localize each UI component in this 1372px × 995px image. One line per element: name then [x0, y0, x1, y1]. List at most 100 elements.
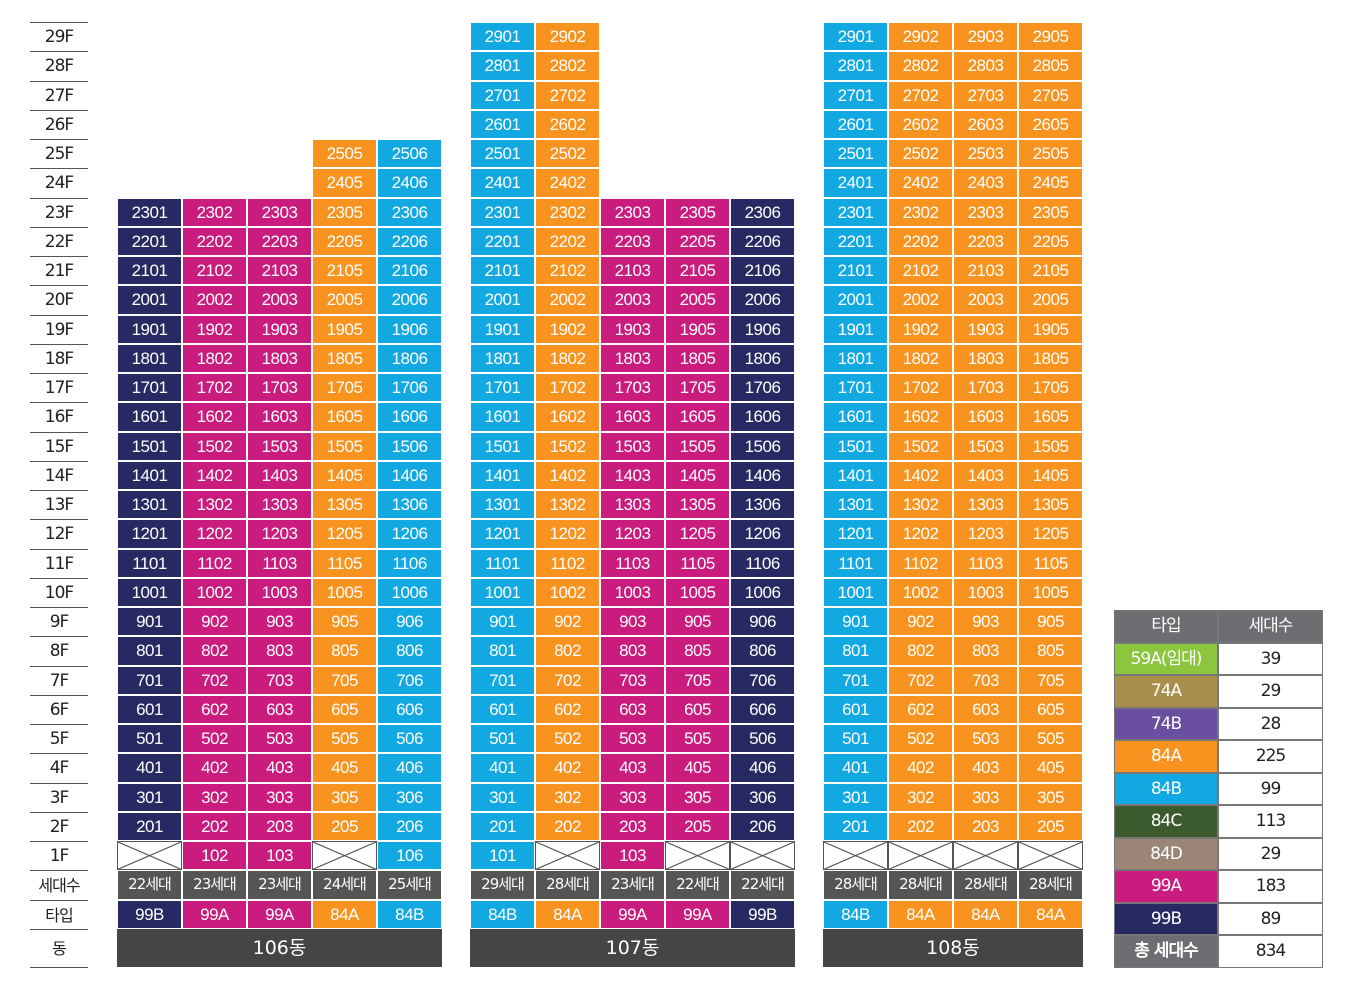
unit-cell[interactable]: 505 — [312, 724, 377, 754]
unit-cell[interactable]: 2102 — [535, 256, 600, 286]
unit-cell[interactable]: 603 — [600, 694, 665, 724]
unit-cell[interactable]: 705 — [1018, 665, 1083, 695]
unit-cell[interactable]: 402 — [535, 753, 600, 783]
unit-cell[interactable]: 1405 — [1018, 460, 1083, 490]
unit-cell[interactable]: 306 — [377, 782, 442, 812]
unit-cell[interactable]: 1202 — [182, 519, 247, 549]
unit-cell[interactable]: 1401 — [470, 460, 535, 490]
unit-cell[interactable]: 1401 — [823, 460, 888, 490]
unit-cell[interactable]: 903 — [600, 607, 665, 637]
unit-cell[interactable]: 806 — [730, 636, 795, 666]
unit-cell[interactable]: 2701 — [823, 80, 888, 110]
unit-cell[interactable]: 503 — [953, 724, 1018, 754]
unit-cell[interactable]: 303 — [600, 782, 665, 812]
unit-cell[interactable]: 405 — [312, 753, 377, 783]
unit-cell[interactable]: 403 — [953, 753, 1018, 783]
unit-cell[interactable]: 2303 — [953, 197, 1018, 227]
unit-cell[interactable]: 2902 — [888, 22, 953, 52]
unit-cell[interactable]: 2201 — [470, 226, 535, 256]
unit-cell[interactable]: 1505 — [312, 431, 377, 461]
unit-cell[interactable]: 2402 — [535, 168, 600, 198]
unit-cell[interactable]: 905 — [312, 607, 377, 637]
unit-cell[interactable]: 1701 — [117, 373, 182, 403]
unit-cell[interactable]: 1602 — [182, 402, 247, 432]
unit-cell[interactable]: 1303 — [600, 490, 665, 520]
unit-cell[interactable]: 2002 — [535, 285, 600, 315]
unit-cell[interactable]: 2202 — [888, 226, 953, 256]
unit-cell[interactable]: 1305 — [665, 490, 730, 520]
unit-cell[interactable]: 106 — [377, 841, 442, 871]
unit-cell[interactable]: 1601 — [470, 402, 535, 432]
unit-cell[interactable]: 1103 — [953, 548, 1018, 578]
unit-cell[interactable]: 1805 — [312, 343, 377, 373]
unit-cell[interactable]: 1905 — [1018, 314, 1083, 344]
unit-cell[interactable]: 2501 — [823, 139, 888, 169]
unit-cell[interactable]: 1001 — [470, 577, 535, 607]
unit-cell[interactable]: 1301 — [823, 490, 888, 520]
unit-cell[interactable]: 2202 — [182, 226, 247, 256]
unit-cell[interactable]: 1201 — [823, 519, 888, 549]
unit-cell[interactable]: 2105 — [1018, 256, 1083, 286]
unit-cell[interactable]: 1205 — [665, 519, 730, 549]
unit-cell[interactable]: 1801 — [117, 343, 182, 373]
unit-cell[interactable]: 2303 — [247, 197, 312, 227]
unit-cell[interactable]: 2201 — [117, 226, 182, 256]
unit-cell[interactable]: 1702 — [888, 373, 953, 403]
unit-cell[interactable]: 1005 — [1018, 577, 1083, 607]
unit-cell[interactable]: 1305 — [1018, 490, 1083, 520]
unit-cell[interactable]: 502 — [182, 724, 247, 754]
unit-cell[interactable]: 905 — [665, 607, 730, 637]
unit-cell[interactable]: 801 — [470, 636, 535, 666]
unit-cell[interactable]: 1106 — [377, 548, 442, 578]
unit-cell[interactable]: 301 — [470, 782, 535, 812]
unit-cell[interactable]: 701 — [470, 665, 535, 695]
unit-cell[interactable]: 1402 — [535, 460, 600, 490]
unit-cell[interactable]: 2401 — [470, 168, 535, 198]
unit-cell[interactable]: 2403 — [953, 168, 1018, 198]
unit-cell[interactable]: 1102 — [535, 548, 600, 578]
unit-cell[interactable]: 1803 — [247, 343, 312, 373]
unit-cell[interactable]: 1501 — [823, 431, 888, 461]
unit-cell[interactable]: 1806 — [730, 343, 795, 373]
unit-cell[interactable]: 1105 — [665, 548, 730, 578]
unit-cell[interactable]: 1301 — [117, 490, 182, 520]
unit-cell[interactable]: 902 — [888, 607, 953, 637]
unit-cell[interactable]: 202 — [535, 811, 600, 841]
unit-cell[interactable]: 403 — [600, 753, 665, 783]
unit-cell[interactable]: 1206 — [377, 519, 442, 549]
unit-cell[interactable]: 802 — [182, 636, 247, 666]
unit-cell[interactable]: 1605 — [1018, 402, 1083, 432]
unit-cell[interactable]: 203 — [953, 811, 1018, 841]
unit-cell[interactable]: 1002 — [182, 577, 247, 607]
unit-cell[interactable]: 1901 — [470, 314, 535, 344]
unit-cell[interactable]: 305 — [665, 782, 730, 812]
unit-cell[interactable]: 1003 — [247, 577, 312, 607]
unit-cell[interactable]: 1201 — [117, 519, 182, 549]
unit-cell[interactable]: 701 — [823, 665, 888, 695]
unit-cell[interactable]: 1801 — [823, 343, 888, 373]
unit-cell[interactable]: 703 — [953, 665, 1018, 695]
unit-cell[interactable]: 1702 — [535, 373, 600, 403]
unit-cell[interactable]: 506 — [377, 724, 442, 754]
unit-cell[interactable]: 1506 — [730, 431, 795, 461]
unit-cell[interactable]: 1306 — [377, 490, 442, 520]
unit-cell[interactable]: 2206 — [730, 226, 795, 256]
unit-cell[interactable]: 205 — [312, 811, 377, 841]
unit-cell[interactable]: 2005 — [665, 285, 730, 315]
unit-cell[interactable]: 1603 — [600, 402, 665, 432]
unit-cell[interactable]: 1001 — [823, 577, 888, 607]
unit-cell[interactable]: 2802 — [535, 51, 600, 81]
unit-cell[interactable]: 1701 — [470, 373, 535, 403]
unit-cell[interactable]: 801 — [117, 636, 182, 666]
unit-cell[interactable]: 405 — [1018, 753, 1083, 783]
unit-cell[interactable]: 101 — [470, 841, 535, 871]
unit-cell[interactable]: 401 — [470, 753, 535, 783]
unit-cell[interactable]: 2205 — [312, 226, 377, 256]
unit-cell[interactable]: 1201 — [470, 519, 535, 549]
unit-cell[interactable]: 1101 — [823, 548, 888, 578]
unit-cell[interactable]: 1103 — [600, 548, 665, 578]
unit-cell[interactable]: 1006 — [377, 577, 442, 607]
unit-cell[interactable]: 1302 — [535, 490, 600, 520]
unit-cell[interactable]: 901 — [117, 607, 182, 637]
unit-cell[interactable]: 2802 — [888, 51, 953, 81]
